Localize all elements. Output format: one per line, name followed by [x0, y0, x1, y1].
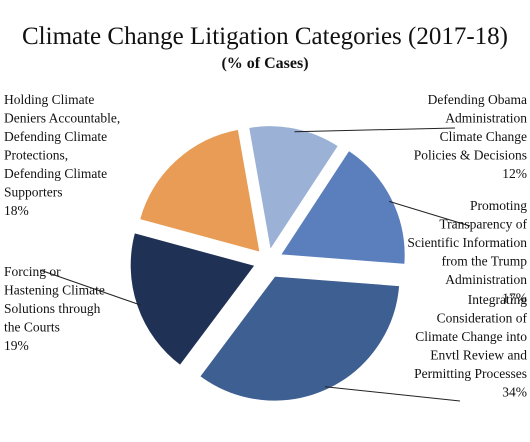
slice-label-line: Forcing or: [4, 264, 61, 279]
leader-line-3: [324, 386, 461, 402]
pie-slice-3: [197, 274, 402, 403]
slice-label-line: Defending Climate: [4, 166, 107, 181]
slice-label-line: Defending Obama: [428, 92, 527, 107]
slice-label-line: Administration: [445, 111, 527, 126]
leader-line-2: [388, 200, 471, 227]
pie-slice-4: [128, 230, 258, 368]
slice-label-line: 34%: [502, 385, 527, 400]
slice-label-line: Solutions through: [4, 301, 101, 316]
slice-label-line: Protections,: [4, 148, 68, 163]
pie-slice-5: [137, 127, 262, 255]
slice-label-line: Consideration of: [437, 311, 528, 326]
slice-label-line: 17%: [502, 291, 527, 306]
pie-slices: [128, 124, 407, 403]
slice-label-line: from the Trump: [441, 254, 527, 269]
slice-label-line: Climate Change into: [415, 329, 527, 344]
slice-label-4: Forcing or Hastening Climate Solutions thr…: [4, 264, 105, 353]
slice-label-line: Integrating: [468, 292, 527, 307]
slice-label-line: 12%: [502, 166, 527, 181]
pie-slice-1: [246, 124, 341, 254]
chart-title: Climate Change Litigation Categories (20…: [22, 23, 508, 50]
pie-slice-2: [277, 148, 407, 266]
slice-label-line: Supporters: [4, 185, 63, 200]
slice-label-line: Permitting Processes: [414, 366, 527, 381]
slice-label-line: Promoting: [470, 198, 527, 213]
slice-label-line: Holding Climate: [4, 92, 94, 107]
leader-lines: [39, 127, 471, 402]
slice-label-line: Scientific Information: [407, 235, 527, 250]
slice-label-3: Integrating Consideration of Climate Chang…: [414, 292, 527, 400]
leader-line-4: [39, 269, 141, 306]
slice-label-line: 19%: [4, 338, 29, 353]
slice-label-line: 18%: [4, 203, 29, 218]
chart-subtitle: (% of Cases): [221, 55, 308, 72]
leader-line-1: [294, 127, 456, 133]
slice-label-line: Defending Climate: [4, 129, 107, 144]
slice-label-line: Policies & Decisions: [414, 148, 527, 163]
slice-labels: Defending Obama Administration Climate Cha…: [4, 92, 528, 400]
slice-label-line: Envtl Review and: [430, 348, 527, 363]
slice-label-line: Transparency of: [439, 217, 527, 232]
slice-label-line: Hastening Climate: [4, 283, 105, 298]
slice-label-line: Deniers Accountable,: [4, 111, 120, 126]
slice-label-line: Administration: [445, 272, 527, 287]
slice-label-2: Promoting Transparency of Scientific Infor…: [407, 198, 527, 306]
slice-label-line: Climate Change: [440, 129, 527, 144]
slice-label-line: the Courts: [4, 320, 60, 335]
slice-label-1: Defending Obama Administration Climate Cha…: [414, 92, 527, 181]
slice-label-5: Holding Climate Deniers Accountable, Defen…: [4, 92, 120, 218]
